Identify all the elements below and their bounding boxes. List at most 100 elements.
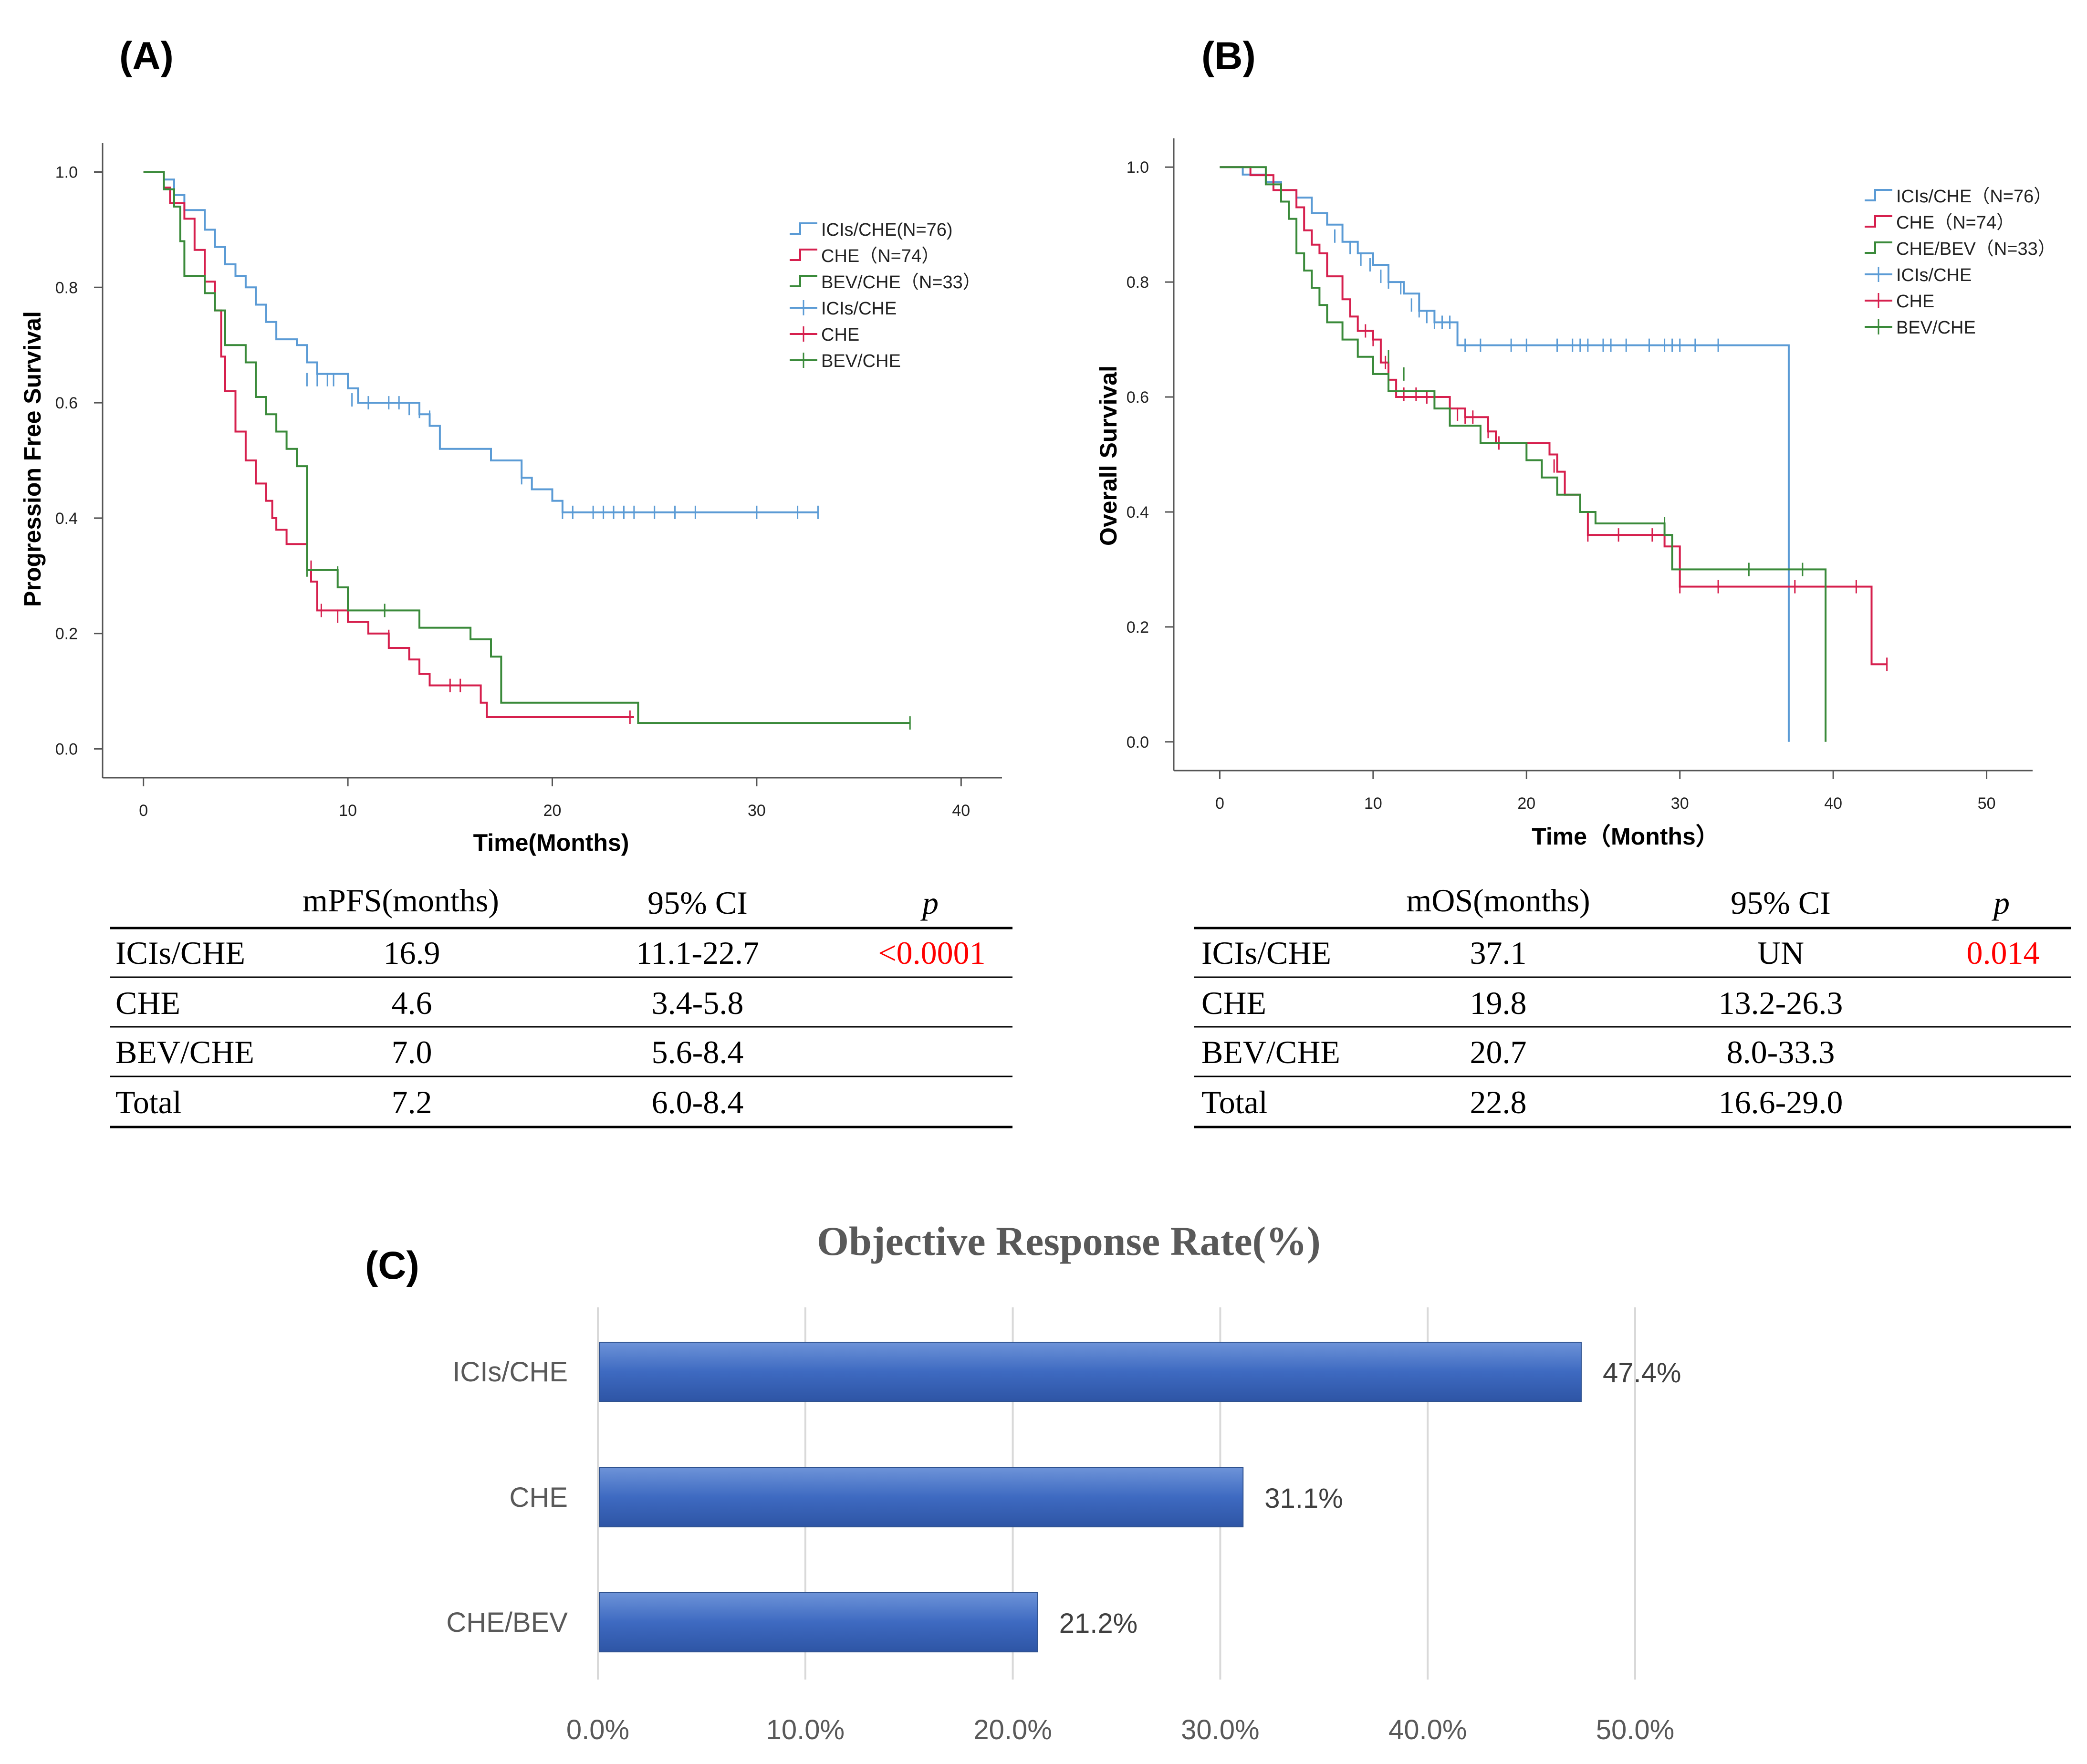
orr-x-tick-label: 0.0% xyxy=(566,1714,629,1745)
os-y-tick-label: 0.8 xyxy=(1127,273,1149,292)
os-legend-line-swatch xyxy=(1865,215,1892,228)
panel-b-label: (B) xyxy=(1201,34,1256,78)
os-y-tick-label: 0.6 xyxy=(1127,388,1149,407)
orr-bar xyxy=(599,1342,1582,1402)
pfs-legend-label: CHE（N=74） xyxy=(821,246,939,266)
pfs-row-ci: 5.6-8.4 xyxy=(652,1034,744,1070)
pfs-legend-label: ICIs/CHE(N=76) xyxy=(821,220,953,240)
pfs-row-median: 7.2 xyxy=(392,1084,432,1120)
orr-value-label: 47.4% xyxy=(1603,1357,1681,1388)
os-row-median: 20.7 xyxy=(1470,1034,1527,1070)
pfs-legend-label: ICIs/CHE xyxy=(821,299,897,319)
pfs-row-ci: 3.4-5.8 xyxy=(652,985,744,1021)
orr-chart-title: Objective Response Rate(%) xyxy=(817,1218,1321,1264)
orr-value-label: 31.1% xyxy=(1264,1483,1343,1514)
pfs-row-median: 4.6 xyxy=(392,985,432,1021)
os-legend-line-swatch xyxy=(1865,189,1892,201)
os-x-tick-label: 30 xyxy=(1671,794,1689,813)
os-table-header-ci: 95% CI xyxy=(1731,885,1831,921)
pfs-x-tick-label: 10 xyxy=(339,802,357,820)
orr-x-tick-label: 10.0% xyxy=(766,1714,845,1745)
orr-bar xyxy=(599,1467,1244,1527)
os-legend-label: ICIs/CHE xyxy=(1896,265,1972,285)
pfs-km-plot: 0 10 20 30 40 0.0 0.2 0.4 0.6 0.8 1.0 Time(Months)… xyxy=(19,143,1002,856)
orr-category-label: CHE/BEV xyxy=(446,1607,568,1638)
os-curve-bev-che xyxy=(1220,166,1827,742)
os-row-ci: 13.2-26.3 xyxy=(1719,985,1843,1021)
os-row-label: CHE xyxy=(1201,985,1266,1021)
os-km-plot: 0 10 20 30 40 50 0.0 0.2 0.4 0.6 0.8 1.0 Time（Month… xyxy=(1095,138,2056,850)
os-y-tick-label: 0.4 xyxy=(1127,503,1149,522)
os-x-tick-label: 50 xyxy=(1978,794,1996,813)
orr-ticks: 0.0% 10.0% 20.0% 30.0% 40.0% 50.0% xyxy=(566,1714,1674,1745)
os-x-axis-title: Time（Months） xyxy=(1532,823,1720,850)
pfs-y-axis-title: Progression Free Survival xyxy=(19,311,46,607)
pfs-table-header-p: p xyxy=(920,885,939,921)
os-y-tick-label: 0.0 xyxy=(1127,733,1149,752)
os-y-tick-label: 1.0 xyxy=(1127,158,1149,177)
os-ticks: 0 10 20 30 40 50 0.0 0.2 0.4 0.6 0.8 1.0 xyxy=(1127,158,1996,813)
os-legend-label: BEV/CHE xyxy=(1896,318,1976,338)
pfs-x-tick-label: 20 xyxy=(543,802,562,820)
pfs-legend-label: BEV/CHE（N=33） xyxy=(821,272,981,292)
pfs-row-label: Total xyxy=(115,1084,182,1120)
os-curves xyxy=(1220,166,1888,742)
os-row-median: 19.8 xyxy=(1470,985,1527,1021)
os-x-tick-label: 10 xyxy=(1364,794,1382,813)
pfs-row-label: BEV/CHE xyxy=(115,1034,254,1070)
os-row-p-value: 0.014 xyxy=(1967,935,2040,971)
os-row-median: 37.1 xyxy=(1470,935,1527,971)
os-row-label: BEV/CHE xyxy=(1201,1034,1340,1070)
pfs-legend-line-swatch xyxy=(790,222,817,235)
pfs-y-tick-label: 0.4 xyxy=(55,510,78,528)
pfs-row-ci: 11.1-22.7 xyxy=(636,935,759,971)
pfs-y-tick-label: 0.2 xyxy=(55,625,78,643)
orr-x-tick-label: 30.0% xyxy=(1181,1714,1259,1745)
pfs-legend: ICIs/CHE(N=76) CHE（N=74） BEV/CHE（N=33） ICIs… xyxy=(790,220,981,371)
os-table-header-median: mOS(months) xyxy=(1406,882,1590,919)
pfs-x-axis-title: Time(Months) xyxy=(473,829,629,856)
os-legend-label: ICIs/CHE（N=76） xyxy=(1896,187,2052,207)
os-row-label: Total xyxy=(1201,1084,1268,1120)
os-table: mOS(months) 95% CI p ICIs/CHE 37.1 UN 0.… xyxy=(1194,882,2071,1128)
pfs-x-tick-label: 40 xyxy=(952,802,970,820)
os-legend-label: CHE/BEV（N=33） xyxy=(1896,239,2056,259)
pfs-row-label: CHE xyxy=(115,985,180,1021)
os-row-ci: 8.0-33.3 xyxy=(1727,1034,1835,1070)
os-curve-icis-che xyxy=(1220,166,1790,742)
os-legend-line-swatch xyxy=(1865,241,1892,254)
pfs-x-tick-label: 30 xyxy=(748,802,766,820)
panel-c-label: (C) xyxy=(365,1244,419,1287)
orr-x-tick-label: 20.0% xyxy=(973,1714,1052,1745)
orr-bars: ICIs/CHE 47.4% CHE 31.1% CHE/BEV 21.2% xyxy=(446,1342,1681,1652)
pfs-curve-bev-che xyxy=(143,171,910,724)
os-row-label: ICIs/CHE xyxy=(1201,935,1331,971)
os-table-header-p: p xyxy=(1992,885,2010,921)
os-row-ci: UN xyxy=(1757,935,1804,971)
pfs-y-tick-label: 0.8 xyxy=(55,279,78,297)
pfs-row-median: 7.0 xyxy=(392,1034,432,1070)
pfs-table: mPFS(months) 95% CI p ICIs/CHE 16.9 11.1… xyxy=(110,882,1012,1128)
pfs-table-header-ci: 95% CI xyxy=(647,885,748,921)
os-x-tick-label: 40 xyxy=(1824,794,1842,813)
panel-a-label: (A) xyxy=(119,34,174,78)
pfs-curve-che xyxy=(143,171,634,718)
pfs-y-tick-label: 0.6 xyxy=(55,394,78,412)
os-legend: ICIs/CHE（N=76） CHE（N=74） CHE/BEV（N=33） ICIs… xyxy=(1865,187,2056,338)
pfs-curve-icis-che xyxy=(143,171,818,513)
pfs-ticks: 0 10 20 30 40 0.0 0.2 0.4 0.6 0.8 1.0 xyxy=(55,163,970,820)
pfs-curves xyxy=(143,171,911,730)
pfs-y-tick-label: 0.0 xyxy=(55,741,78,759)
orr-bar xyxy=(599,1592,1038,1652)
pfs-y-tick-label: 1.0 xyxy=(55,163,78,181)
pfs-row-median: 16.9 xyxy=(384,935,440,971)
orr-category-label: ICIs/CHE xyxy=(452,1357,568,1388)
pfs-row-label: ICIs/CHE xyxy=(115,935,245,971)
pfs-row-ci: 6.0-8.4 xyxy=(652,1084,744,1120)
pfs-table-header-median: mPFS(months) xyxy=(303,882,499,919)
orr-x-tick-label: 50.0% xyxy=(1596,1714,1674,1745)
os-y-tick-label: 0.2 xyxy=(1127,618,1149,637)
pfs-legend-label: CHE xyxy=(821,325,859,345)
orr-value-label: 21.2% xyxy=(1059,1608,1137,1639)
